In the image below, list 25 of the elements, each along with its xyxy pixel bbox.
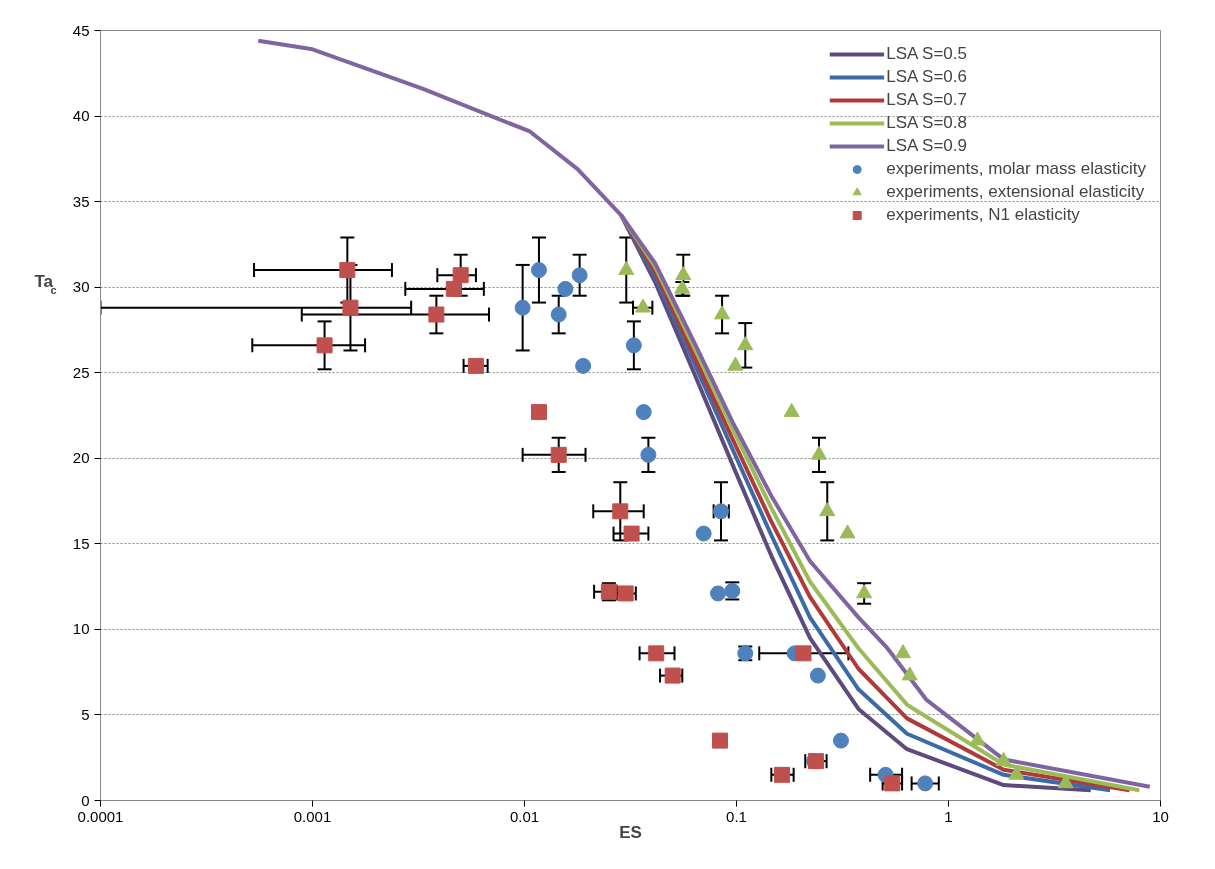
- y-tick-label: 40: [72, 107, 90, 125]
- legend-label: experiments, molar mass elasticity: [886, 159, 1146, 179]
- legend-label: LSA S=0.8: [886, 113, 968, 133]
- y-tick-label: 5: [81, 705, 90, 723]
- y-tick-label: 10: [72, 620, 90, 638]
- y-tick-label: 15: [72, 534, 90, 552]
- legend-label: LSA S=0.7: [886, 90, 968, 110]
- y-tick-label: 20: [72, 449, 90, 467]
- legend-label: experiments, N1 elasticity: [886, 205, 1080, 225]
- x-axis-title: ES: [619, 822, 642, 842]
- y-tick-label: 25: [72, 363, 90, 381]
- y-tick-label: 35: [72, 192, 90, 210]
- x-tick-label: 0.1: [726, 807, 747, 825]
- legend-label: LSA S=0.9: [886, 136, 968, 156]
- x-tick-label: 1: [944, 807, 953, 825]
- x-tick-label: 0.001: [293, 807, 332, 825]
- x-tick-label: 10: [1152, 807, 1169, 825]
- legend-label: LSA S=0.5: [886, 44, 968, 64]
- x-tick-label: 0.0001: [77, 807, 124, 825]
- x-tick-label: 0.01: [509, 807, 540, 825]
- y-tick-label: 0: [81, 791, 90, 809]
- legend-label: LSA S=0.6: [886, 67, 968, 87]
- y-tick-label: 45: [72, 21, 90, 39]
- legend-label: experiments, extensional elasticity: [886, 182, 1145, 202]
- y-tick-label: 30: [72, 278, 90, 296]
